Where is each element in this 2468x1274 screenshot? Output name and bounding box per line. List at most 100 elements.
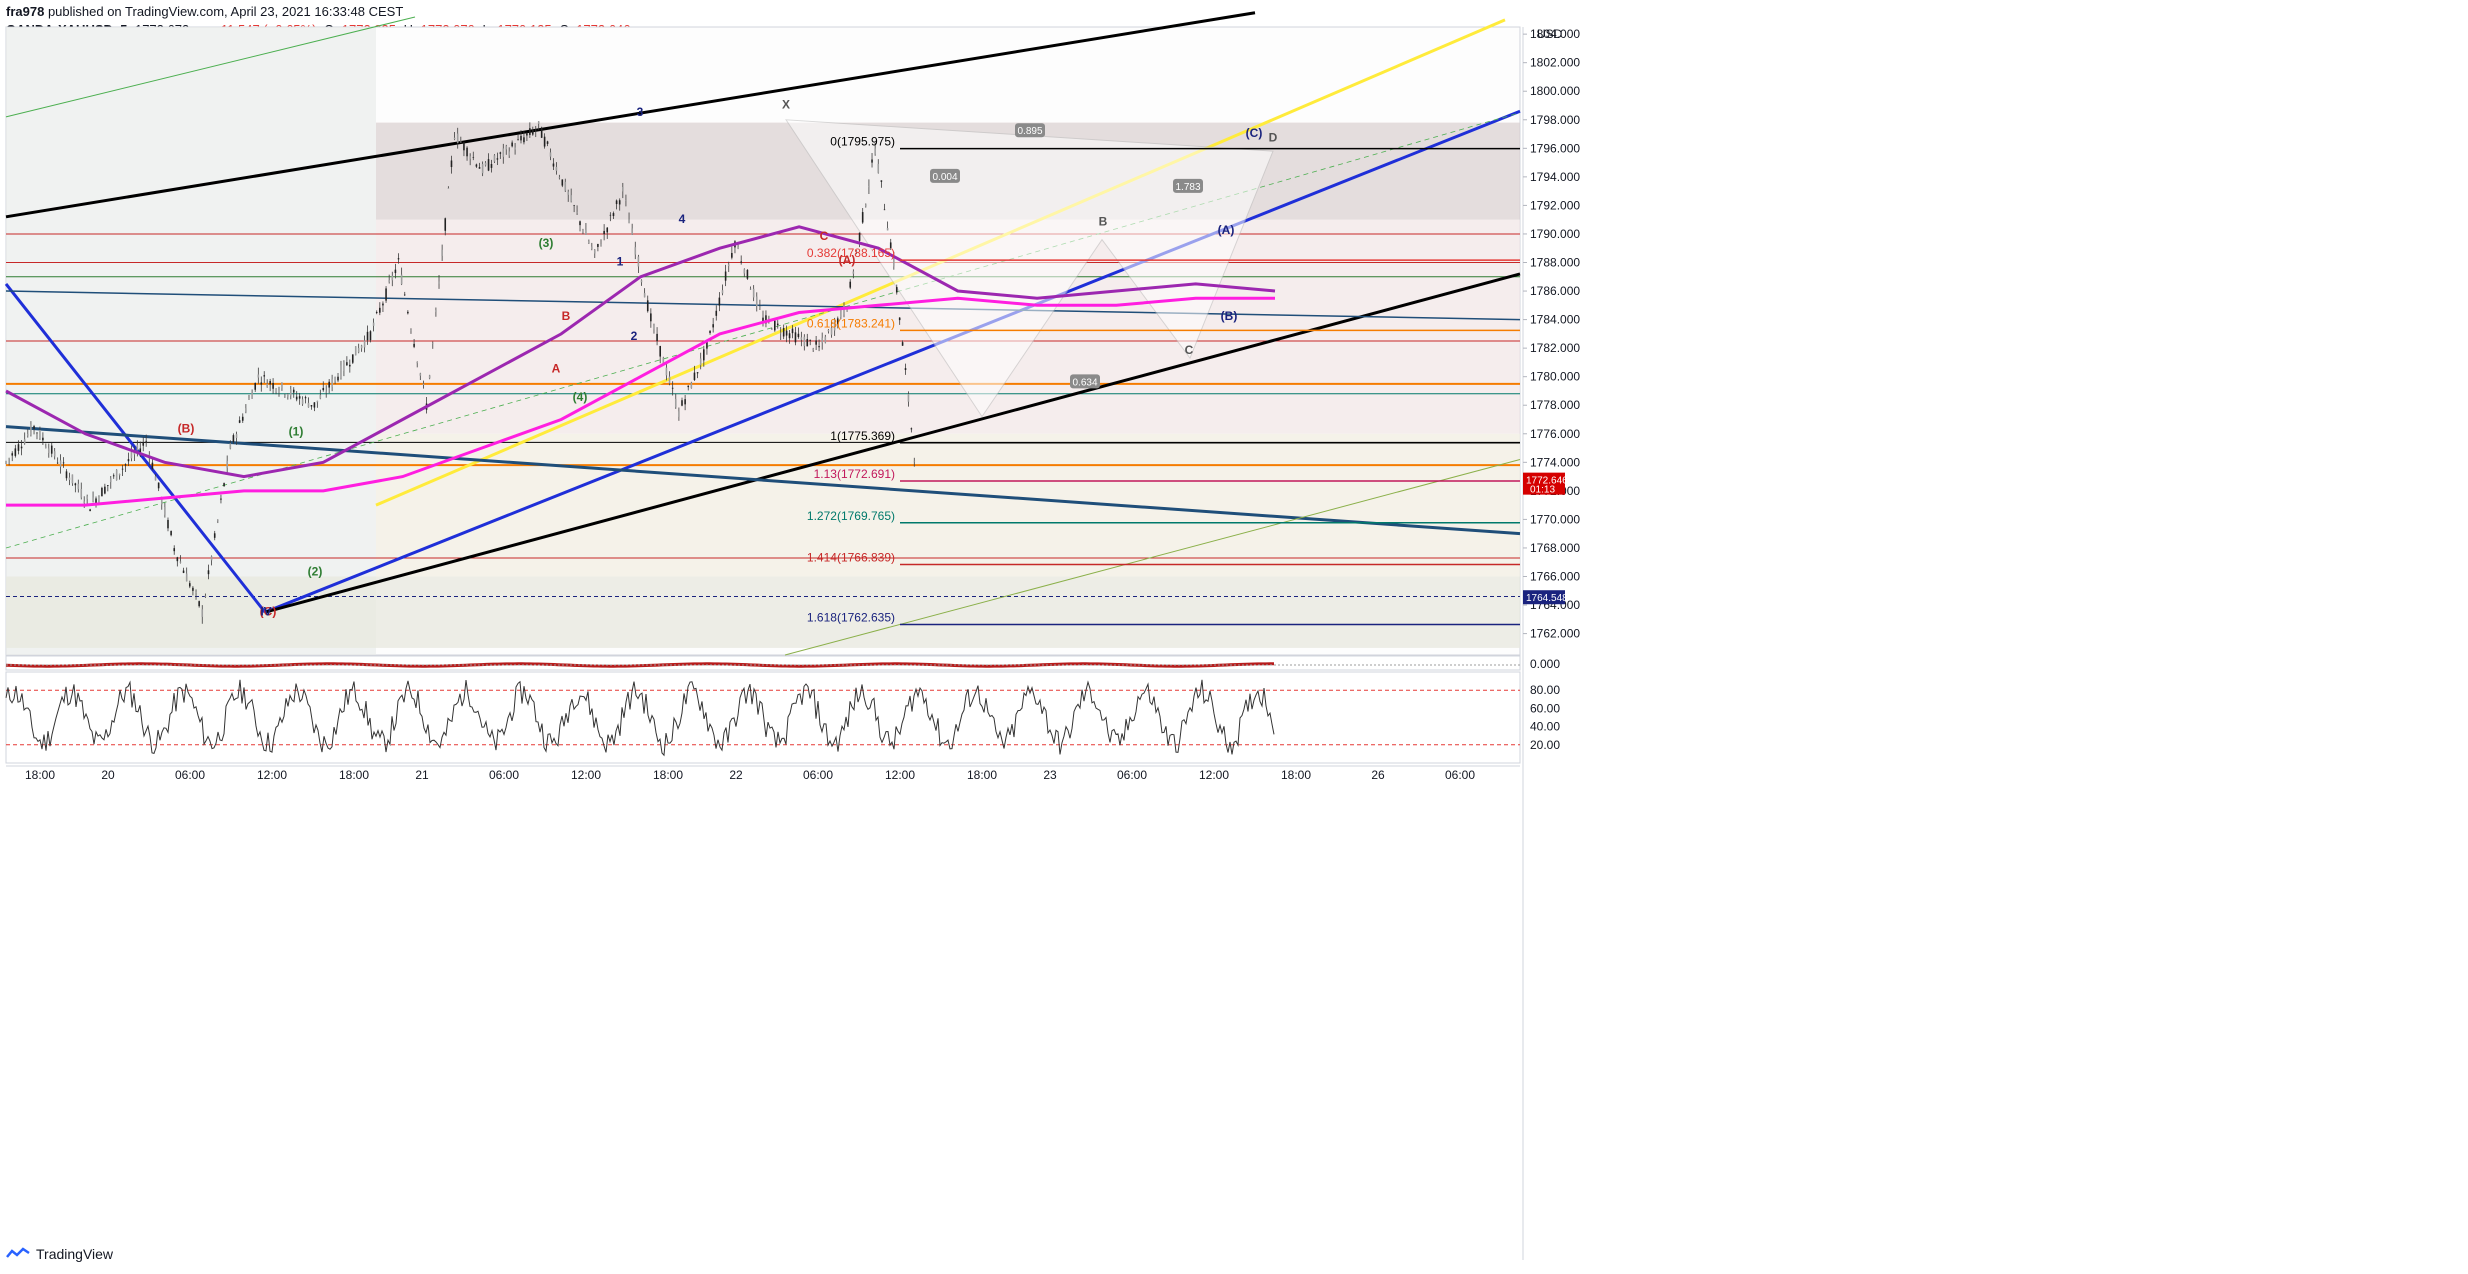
candle-body: [907, 393, 910, 402]
time-tick-label: 12:00: [571, 768, 601, 782]
price-tick-label: 1788.000: [1530, 256, 1580, 270]
candle-body: [394, 269, 397, 274]
candle-body: [289, 389, 292, 396]
candle-body: [127, 459, 130, 462]
candle-body: [597, 243, 599, 247]
trendline: [4, 282, 267, 614]
candle-body: [431, 342, 434, 344]
candle-body: [272, 382, 274, 389]
candle-body: [340, 365, 342, 378]
candle-body: [827, 329, 830, 332]
ma-magenta: [6, 296, 1275, 507]
time-tick-label: 18:00: [25, 768, 55, 782]
candle-body: [505, 146, 508, 150]
time-tick-label: 18:00: [653, 768, 683, 782]
candle-body: [880, 180, 883, 182]
candle-body: [435, 310, 437, 313]
candle-body: [782, 327, 785, 337]
candle-body: [295, 396, 298, 400]
candle-body: [331, 378, 333, 387]
candle-body: [496, 158, 499, 160]
candle-body: [493, 155, 496, 162]
candle-body: [33, 426, 35, 429]
candle-body: [625, 200, 627, 202]
publisher-name[interactable]: fra978: [6, 4, 45, 19]
candle-body: [23, 439, 26, 444]
candle-body: [861, 212, 864, 223]
candle-body: [721, 290, 724, 294]
price-tick-label: 1794.000: [1530, 170, 1580, 184]
candle-body: [11, 453, 14, 456]
time-axis: 18:00 20 06:00 12:00 18:00 21 06:00 12:00 18:00 2…: [6, 765, 1520, 782]
candle-body: [582, 230, 584, 232]
candle-body: [671, 387, 674, 389]
candle-body: [59, 460, 62, 467]
candle-body: [740, 261, 742, 263]
candle-body: [511, 142, 513, 147]
wave-label: (A): [839, 253, 856, 267]
candle-body: [612, 213, 615, 217]
candle-body: [690, 382, 693, 389]
candle-body: [245, 408, 247, 412]
candle-body: [774, 320, 776, 331]
wave-label: (3): [539, 236, 554, 250]
candle-body: [520, 135, 522, 141]
oscillator-tick: 80.00: [1530, 683, 1560, 697]
time-tick-label: 26: [1371, 768, 1385, 782]
candle-body: [173, 548, 176, 552]
candle-body: [207, 570, 210, 575]
candle-body: [182, 570, 185, 573]
candle-body: [307, 402, 310, 408]
candle-body: [366, 331, 369, 341]
candle-body: [428, 375, 431, 379]
candle-body: [809, 339, 812, 341]
candle-body: [422, 383, 425, 385]
candle-body: [349, 364, 351, 367]
candle-body: [251, 392, 253, 399]
candle-body: [42, 437, 44, 441]
candle-body: [68, 477, 71, 480]
candle-body: [322, 387, 325, 391]
candle-body: [351, 354, 354, 363]
wave-label: 3: [637, 105, 644, 119]
footer-brand[interactable]: TradingView: [6, 1246, 113, 1262]
candle-body: [478, 167, 481, 169]
candle-body: [275, 388, 277, 392]
candle-body: [564, 181, 567, 191]
candle-body: [343, 361, 345, 372]
candle-body: [266, 383, 268, 388]
candle-body: [107, 485, 109, 486]
candle-body: [585, 229, 587, 235]
candle-body: [487, 159, 490, 171]
candle-body: [346, 362, 348, 366]
candle-body: [62, 462, 65, 464]
candle-body: [797, 333, 800, 338]
wave-label: (C): [1246, 126, 1263, 140]
harmonic-pattern: [785, 119, 1274, 418]
candle-body: [603, 230, 605, 235]
wave-label: C: [820, 229, 829, 243]
candle-body: [508, 151, 510, 156]
candle-body: [304, 397, 307, 399]
candle-body: [712, 324, 714, 328]
candle-body: [86, 496, 88, 499]
candle-body: [112, 475, 115, 477]
candle-body: [588, 241, 590, 243]
wave-label: D: [1269, 130, 1278, 144]
candle-body: [475, 164, 478, 167]
wave-label: (A): [1218, 223, 1235, 237]
candle-body: [316, 400, 319, 403]
candle-body: [523, 137, 525, 143]
candle-body: [447, 188, 450, 189]
candle-body: [579, 221, 581, 226]
wave-label: (B): [178, 422, 195, 436]
zone-bottom: [6, 576, 1520, 648]
candle-body: [779, 332, 782, 334]
candle-body: [301, 399, 304, 405]
candle-body: [95, 498, 97, 505]
candle-body: [618, 200, 621, 205]
candle-body: [534, 129, 537, 131]
candle-body: [241, 416, 244, 421]
time-tick-label: 06:00: [175, 768, 205, 782]
